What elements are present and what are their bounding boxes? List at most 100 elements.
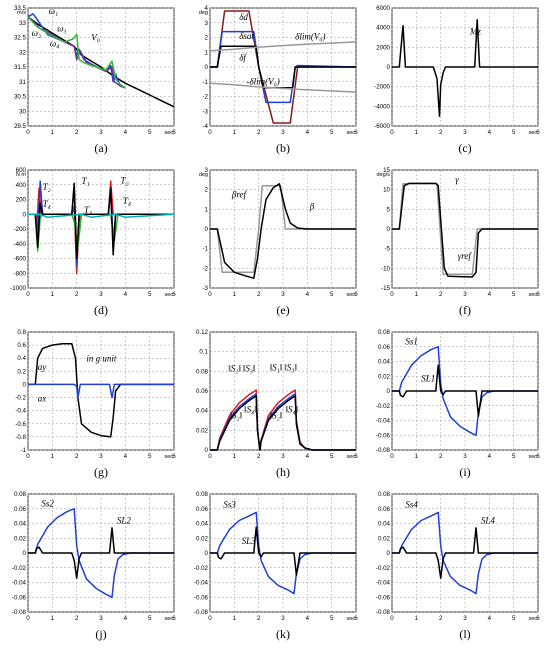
- y-tick-label: -5: [384, 246, 390, 253]
- y-tick-label: 0: [23, 211, 27, 218]
- y-tick-label: 0.1: [199, 349, 208, 356]
- chart-panel-g: 0 1 2 3 4 5 6 -1 -0.8 -0.6 -0.4 -0.2 0 0.2 0.4 0.6 0.8 se…: [4, 326, 182, 462]
- annotation-label: Ss2: [41, 499, 54, 509]
- x-tick-label: 0: [26, 291, 30, 298]
- y-tick-label: 0.06: [196, 388, 209, 395]
- y-tick-label: 3: [205, 167, 209, 174]
- x-tick-label: 6: [354, 453, 358, 460]
- y-tick-label: 0.02: [378, 373, 391, 380]
- chart-panel-a: 0 1 2 3 4 5 6 29.5 30 30.5 31 31.5 32 32.5 33 33.5 sec m/…: [4, 2, 182, 138]
- x-tick-label: 5: [330, 129, 334, 136]
- y-tick-label: -200: [14, 226, 27, 233]
- y-tick-label: 0.08: [378, 491, 391, 498]
- x-tick-label: 6: [354, 129, 358, 136]
- x-tick-label: 6: [536, 291, 540, 298]
- x-tick-label: 1: [51, 453, 55, 460]
- y-tick-label: 6000: [376, 5, 390, 12]
- x-tick-label: 3: [99, 453, 103, 460]
- annotation-label: ay: [38, 362, 47, 372]
- annotation-label: ‖S₄‖: [244, 405, 257, 415]
- annotation-label: in g unit: [86, 354, 117, 364]
- x-tick-label: 0: [208, 453, 212, 460]
- x-tick-label: 3: [281, 615, 285, 622]
- x-tick-label: 3: [463, 453, 467, 460]
- annotation-label: γref: [458, 251, 473, 261]
- y-tick-label: -0.02: [376, 565, 391, 572]
- chart-panel-c: 0 1 2 3 4 5 6 -6000 -4000 -2000 0 2000 4000 6000 sec Mz: [368, 2, 546, 138]
- y-tick-label: -0.04: [194, 580, 209, 587]
- x-tick-label: 5: [148, 129, 152, 136]
- y-tick-label: 0.02: [196, 535, 209, 542]
- x-tick-label: 6: [536, 129, 540, 136]
- chart-svg-j: 0 1 2 3 4 5 6 -0.08 -0.06 -0.04 -0.02 0 0.02 0.04 0.06…: [12, 491, 176, 622]
- y-tick-label: -2: [202, 94, 208, 101]
- x-tick-label: 2: [75, 615, 79, 622]
- x-unit-label: sec: [528, 616, 537, 622]
- x-tick-label: 6: [172, 291, 176, 298]
- x-tick-label: 5: [330, 615, 334, 622]
- x-tick-label: 2: [439, 453, 443, 460]
- y-unit-label: deg/s: [377, 172, 391, 178]
- chart-panel-l: 0 1 2 3 4 5 6 -0.08 -0.06 -0.04 -0.02 0 0.02 0.04 0.06…: [368, 488, 546, 624]
- x-tick-label: 4: [124, 615, 128, 622]
- y-tick-label: -15: [381, 285, 391, 292]
- x-tick-label: 3: [281, 291, 285, 298]
- y-tick-label: 0: [23, 550, 27, 557]
- y-tick-label: -600: [14, 256, 27, 263]
- series-line-1: [210, 511, 356, 595]
- y-tick-label: -2: [202, 265, 208, 272]
- annotation-label: SL2: [117, 516, 132, 526]
- y-tick-label: 600: [16, 167, 27, 174]
- annotation-label: ‖S₄‖: [285, 405, 298, 415]
- y-tick-label: 30.5: [14, 94, 27, 101]
- annotation-label: SL1: [421, 373, 435, 383]
- x-tick-label: 3: [99, 291, 103, 298]
- annotation-label: SL4: [481, 516, 496, 526]
- x-tick-label: 0: [208, 291, 212, 298]
- y-tick-label: 4000: [376, 25, 390, 32]
- x-tick-label: 5: [330, 453, 334, 460]
- x-tick-label: 3: [281, 129, 285, 136]
- y-tick-label: -0.4: [15, 408, 26, 415]
- series-line-2: [28, 527, 174, 579]
- panel-caption: (g): [94, 465, 108, 479]
- y-tick-label: 0.08: [14, 491, 27, 498]
- series-line-3: [210, 45, 356, 89]
- x-tick-label: 3: [99, 615, 103, 622]
- x-tick-label: 4: [124, 129, 128, 136]
- y-tick-label: 0.08: [196, 368, 209, 375]
- chart-svg-i: 0 1 2 3 4 5 6 -0.08 -0.06 -0.04 -0.02 0 0.02 0.04 0.06…: [376, 329, 540, 460]
- annotation-label: ‖S₁‖: [270, 362, 283, 372]
- x-tick-label: 0: [208, 129, 212, 136]
- annotation-label: ‖S₂‖: [229, 411, 242, 421]
- y-tick-label: 0.06: [14, 506, 27, 513]
- panel-caption: (i): [459, 465, 471, 479]
- annotation-label: δsat: [239, 31, 254, 41]
- plot-area: [27, 331, 175, 451]
- annotation-label: T₂: [43, 182, 51, 192]
- x-tick-label: 0: [390, 291, 394, 298]
- chart-svg-c: 0 1 2 3 4 5 6 -6000 -4000 -2000 0 2000 4000 6000 sec Mz: [374, 5, 540, 136]
- x-tick-label: 1: [415, 291, 419, 298]
- x-tick-label: 6: [354, 615, 358, 622]
- annotation-label: T₂: [120, 175, 128, 185]
- panel-caption: (l): [459, 627, 471, 641]
- series-line-5: [28, 213, 175, 218]
- panel-caption: (h): [276, 465, 290, 479]
- y-tick-label: -0.06: [376, 432, 391, 439]
- series-line-4: [27, 16, 126, 89]
- annotation-label: ‖S₂‖: [270, 411, 283, 421]
- y-tick-label: -0.6: [15, 421, 26, 428]
- y-tick-label: 0.02: [378, 535, 391, 542]
- y-tick-label: 31.5: [14, 64, 27, 71]
- y-tick-label: 0.8: [17, 329, 26, 336]
- x-tick-label: 4: [306, 453, 310, 460]
- x-tick-label: 1: [415, 615, 419, 622]
- annotation-label: T₄: [123, 196, 131, 206]
- y-tick-label: -400: [14, 241, 27, 248]
- x-unit-label: sec: [346, 292, 355, 298]
- y-tick-label: 0.6: [17, 342, 26, 349]
- chart-panel-d: 0 1 2 3 4 5 6 -1000 -800 -600 -400 -200 0 200 400 600 se…: [4, 164, 182, 300]
- series-line-4: [209, 41, 357, 52]
- y-tick-label: 0.04: [196, 408, 209, 415]
